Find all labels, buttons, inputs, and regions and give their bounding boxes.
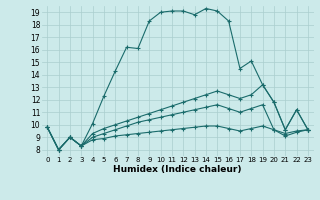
X-axis label: Humidex (Indice chaleur): Humidex (Indice chaleur) bbox=[113, 165, 242, 174]
